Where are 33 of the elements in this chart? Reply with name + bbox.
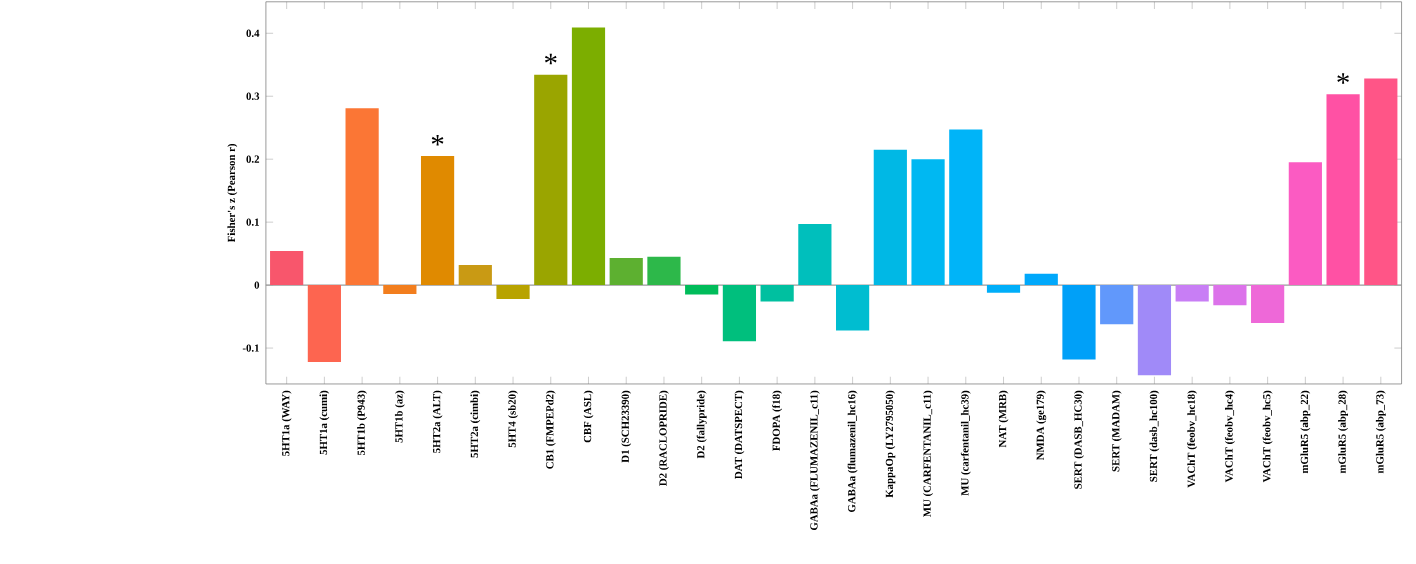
annotation: *: [544, 53, 557, 65]
bar: [1024, 273, 1058, 286]
bar: [1326, 94, 1360, 286]
bar: [571, 27, 606, 286]
bar: [1288, 162, 1322, 286]
bar: [458, 264, 492, 286]
bar: [270, 251, 304, 286]
bar: [986, 285, 1021, 293]
bar: [873, 149, 907, 286]
bar: [798, 223, 832, 286]
bar: [1137, 285, 1172, 376]
bar: [534, 74, 568, 286]
bar: [949, 129, 983, 286]
bar: [1100, 285, 1134, 325]
bar: [1251, 285, 1285, 323]
bar: [1364, 78, 1398, 286]
bar: [345, 108, 379, 286]
bar: [1062, 285, 1096, 360]
bar: [836, 285, 870, 331]
bar: [760, 285, 794, 302]
bar: [383, 285, 417, 294]
bar: [722, 285, 757, 342]
bar: [1213, 285, 1247, 306]
annotation: *: [1337, 73, 1349, 84]
bar: [420, 155, 455, 286]
annotation: *: [431, 134, 444, 146]
bar: [1175, 285, 1209, 302]
bar: [496, 285, 530, 299]
bar: [307, 285, 341, 362]
bar: [609, 257, 643, 286]
bar: [647, 256, 681, 286]
bar: [911, 159, 945, 286]
bar: [685, 285, 719, 295]
